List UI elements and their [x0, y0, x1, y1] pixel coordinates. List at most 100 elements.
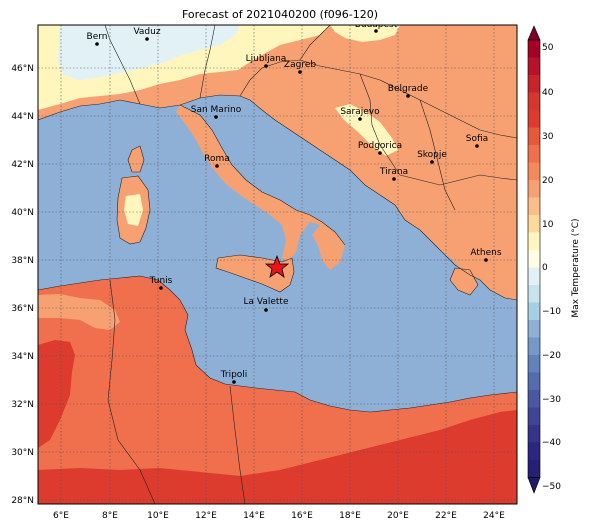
- lat-tick-label: 44°N: [11, 112, 34, 122]
- city-vaduz: Vaduz: [133, 27, 161, 41]
- city-label: Athens: [470, 248, 501, 258]
- lat-tick-label: 36°N: [11, 304, 34, 314]
- colorbar-band: [528, 425, 540, 443]
- city-dot: [374, 29, 378, 33]
- colorbar-band: [528, 75, 540, 93]
- city-dot: [406, 94, 410, 98]
- city-tunis: Tunis: [149, 276, 173, 290]
- lat-tick-label: 42°N: [11, 160, 34, 170]
- city-markers: Bern Vaduz Budapest Ljubljana Zagreb San…: [87, 25, 502, 384]
- colorbar-band: [528, 215, 540, 233]
- colorbar-max-extend: [527, 25, 541, 41]
- city-tripoli: Tripoli: [220, 370, 247, 384]
- colorbar-band: [528, 57, 540, 75]
- city-dot: [159, 286, 163, 290]
- lon-tick-label: 10°E: [147, 511, 169, 521]
- city-label: Tirana: [379, 167, 408, 177]
- colorbar-tick-label: 0: [542, 263, 548, 273]
- lon-ticks: 6°E 8°E 10°E 12°E 14°E 16°E 18°E 20°E 22…: [53, 511, 505, 521]
- lon-tick-label: 18°E: [339, 511, 361, 521]
- city-san-marino: San Marino: [191, 105, 242, 119]
- city-label: San Marino: [191, 105, 242, 115]
- lat-tick-label: 34°N: [11, 352, 34, 362]
- map-gridlines: [38, 25, 517, 504]
- colorbar-band: [528, 442, 540, 460]
- city-belgrade: Belgrade: [388, 84, 429, 98]
- land-peloponnese: [450, 268, 478, 295]
- colorbar-band: [528, 92, 540, 110]
- lon-tick-label: 6°E: [53, 511, 69, 521]
- city-dot: [378, 151, 382, 155]
- city-label: Zagreb: [284, 60, 316, 70]
- lon-tick-label: 20°E: [387, 511, 409, 521]
- colorbar-band: [528, 180, 540, 198]
- colorbar-tick-label: 50: [542, 43, 554, 53]
- land-north-cold: [58, 25, 240, 80]
- colorbar-tick-label: −20: [542, 351, 561, 361]
- lat-tick-label: 40°N: [11, 208, 34, 218]
- colorbar-band: [528, 197, 540, 215]
- map-title: Forecast of 2021040200 (f096-120): [182, 8, 378, 21]
- land-balkan-cool: [335, 104, 398, 156]
- city-label: Vaduz: [133, 27, 160, 37]
- land-sardinia-cool: [124, 194, 143, 226]
- city-sofia: Sofia: [466, 134, 488, 148]
- colorbar-band: [528, 285, 540, 303]
- city-label: Roma: [204, 154, 230, 164]
- city-label: Bern: [87, 32, 108, 42]
- city-dot: [95, 42, 99, 46]
- lon-tick-label: 14°E: [243, 511, 265, 521]
- lat-tick-label: 46°N: [11, 64, 34, 74]
- colorbar-tick-label: −30: [542, 395, 561, 405]
- location-star-icon: [264, 254, 290, 278]
- city-label: Skopje: [417, 150, 447, 160]
- map-panel: Bern Vaduz Budapest Ljubljana Zagreb San…: [38, 25, 517, 504]
- lon-tick-label: 16°E: [291, 511, 313, 521]
- city-sarajevo: Sarajevo: [340, 107, 380, 121]
- colorbar-tick-label: 30: [542, 132, 554, 142]
- colorbar-band: [528, 407, 540, 425]
- colorbar-tick-label: −40: [542, 438, 561, 448]
- city-label: Tunis: [149, 276, 173, 286]
- city-dot: [264, 308, 268, 312]
- colorbar-band: [528, 302, 540, 320]
- city-dot: [145, 37, 149, 41]
- colorbar-band: [528, 372, 540, 390]
- lat-tick-label: 28°N: [11, 496, 34, 506]
- city-la-valette: La Valette: [244, 297, 289, 312]
- city-label: Sofia: [466, 134, 488, 144]
- city-dot: [214, 115, 218, 119]
- city-podgorica: Podgorica: [358, 141, 402, 155]
- city-dot: [484, 258, 488, 262]
- colorbar-band: [528, 355, 540, 373]
- colorbar-band: [528, 390, 540, 408]
- city-dot: [298, 70, 302, 74]
- colorbar: 50 40 30 20 10 0 −10 −20 −30 −40 −50 Max…: [527, 25, 581, 494]
- city-label: Belgrade: [388, 84, 429, 94]
- colorbar-tick-label: −50: [542, 482, 561, 492]
- colorbar-band: [528, 320, 540, 338]
- lat-tick-label: 32°N: [11, 400, 34, 410]
- land-africa-veryhot: [38, 340, 75, 448]
- lon-tick-label: 24°E: [483, 511, 505, 521]
- city-dot: [392, 177, 396, 181]
- city-dot: [430, 160, 434, 164]
- lon-tick-label: 22°E: [435, 511, 457, 521]
- colorbar-frame: [527, 39, 541, 478]
- city-bern: Bern: [87, 32, 108, 46]
- land-corsica: [128, 146, 144, 172]
- city-label: Ljubljana: [246, 54, 287, 64]
- land-coastal-warm: [38, 294, 120, 330]
- colorbar-tick-label: 40: [542, 88, 554, 98]
- colorbar-band: [528, 232, 540, 250]
- city-dot: [215, 164, 219, 168]
- colorbar-band: [528, 145, 540, 163]
- colorbar-band: [528, 40, 540, 58]
- colorbar-band: [528, 337, 540, 355]
- city-roma: Roma: [204, 154, 230, 168]
- map-frame: [37, 24, 518, 505]
- city-dot: [358, 117, 362, 121]
- lat-tick-label: 38°N: [11, 256, 34, 266]
- lat-ticks: 46°N 44°N 42°N 40°N 38°N 36°N 34°N 32°N …: [11, 64, 34, 506]
